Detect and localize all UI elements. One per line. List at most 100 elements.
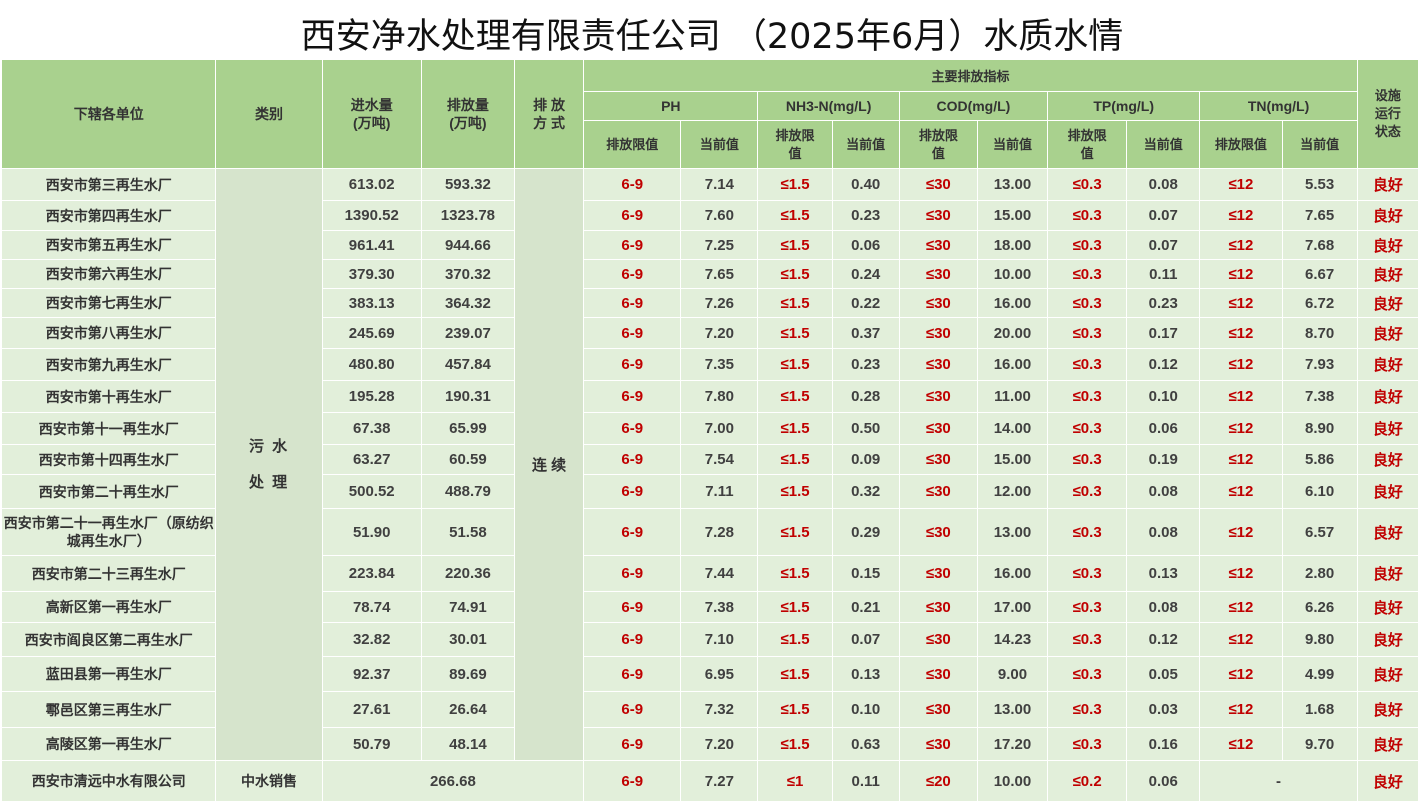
tp_l-limit: ≤0.3 [1047,200,1128,231]
tn-value: 6.26 [1281,591,1358,623]
tp-value: 0.11 [1126,259,1201,289]
nh-value: 0.24 [831,259,900,289]
nh_l-limit: ≤1.5 [757,444,833,475]
cod-value: 17.00 [976,591,1049,623]
unit-name: 高陵区第一再生水厂 [0,727,217,761]
table-row: 蓝田县第一再生水厂 92.37 89.69 6-9 6.95 ≤1.5 0.13 ≤30 9.0… [0,656,1420,692]
cod_l-limit: ≤30 [898,555,978,592]
tp-value: 0.08 [1126,591,1201,623]
ph-value: 7.14 [680,168,759,201]
unit-name: 西安市第十再生水厂 [0,380,217,413]
page-title: 西安净水处理有限责任公司 （2025年6月）水质水情 [300,17,1124,57]
discharge-value: 51.58 [420,508,516,556]
ph_l-limit: 6-9 [583,200,682,231]
nh-value: 0.23 [831,348,900,381]
cod-value: 14.23 [976,622,1049,657]
ph-value: 7.65 [680,259,759,289]
discharge-value: 26.64 [420,691,516,728]
nh_l-limit: ≤1.5 [757,622,833,657]
header-sub-0-0: 排放限值 [583,120,682,169]
cod_l-limit: ≤30 [898,288,978,318]
nh-value: 0.21 [831,591,900,623]
discharge-value: 488.79 [420,474,516,509]
cod-value: 20.00 [976,317,1049,349]
header-sub-text: 排放限值 [775,127,815,161]
tp_l-limit: ≤0.3 [1047,412,1128,445]
cod_l-limit: ≤30 [898,380,978,413]
inflow-value: 78.74 [321,591,422,623]
nh_l-limit: ≤1 [757,760,833,802]
tp-value: 0.10 [1126,380,1201,413]
category-cell: 污 水处 理 [215,168,323,761]
cod-value: 14.00 [976,412,1049,445]
cod-value: 11.00 [976,380,1049,413]
header-sub-1-0: 排放限值 [757,120,833,169]
inflow-value: 63.27 [321,444,422,475]
tp_l-limit: ≤0.3 [1047,691,1128,728]
method-cell: 连 续 [513,168,585,761]
ph-value: 7.27 [680,760,759,802]
water-quality-table: 下辖各单位 类别 进水量 (万吨) 排放量 (万吨) 排 放方 式 主要排放指标 设… [0,59,1420,802]
inflow-value: 383.13 [321,288,422,318]
unit-name: 西安市第十四再生水厂 [0,444,217,475]
tn_l-limit: ≤12 [1199,200,1283,231]
table-row: 西安市第十一再生水厂 67.38 65.99 6-9 7.00 ≤1.5 0.50 ≤30 14… [0,412,1420,445]
status-badge: 良好 [1356,622,1420,657]
cod_l-limit: ≤30 [898,348,978,381]
discharge-value: 593.32 [420,168,516,201]
nh_l-limit: ≤1.5 [757,474,833,509]
status-badge: 良好 [1356,348,1420,381]
status-badge: 良好 [1356,380,1420,413]
tn_l-limit: ≤12 [1199,591,1283,623]
table-row: 西安市第六再生水厂 379.30 370.32 6-9 7.65 ≤1.5 0.24 ≤30 1… [0,259,1420,289]
cod_l-limit: ≤30 [898,656,978,692]
tn-value: 4.99 [1281,656,1358,692]
unit-name: 西安市第十一再生水厂 [0,412,217,445]
header-method: 排 放方 式 [513,59,585,169]
inflow-value: 32.82 [321,622,422,657]
inflow-value: 195.28 [321,380,422,413]
ph-value: 7.10 [680,622,759,657]
tp_l-limit: ≤0.3 [1047,474,1128,509]
tp-value: 0.23 [1126,288,1201,318]
tn_l-limit: ≤12 [1199,656,1283,692]
tp_l-limit: ≤0.3 [1047,380,1128,413]
nh_l-limit: ≤1.5 [757,380,833,413]
discharge-value: 65.99 [420,412,516,445]
tn_l-limit: ≤12 [1199,230,1283,260]
nh_l-limit: ≤1.5 [757,230,833,260]
discharge-value: 48.14 [420,727,516,761]
ph_l-limit: 6-9 [583,656,682,692]
inflow-value: 51.90 [321,508,422,556]
discharge-value: 60.59 [420,444,516,475]
nh_l-limit: ≤1.5 [757,288,833,318]
tn_l-limit: ≤12 [1199,555,1283,592]
tn-value: 6.57 [1281,508,1358,556]
tp-value: 0.12 [1126,348,1201,381]
cod_l-limit: ≤30 [898,508,978,556]
header-method-text: 排 放方 式 [533,97,566,131]
header-sub-text: 排放限值 [1214,136,1267,152]
header-category: 类别 [215,59,323,169]
category-cell: 中水销售 [215,760,323,802]
tp_l-limit: ≤0.2 [1047,760,1128,802]
header-sub-2-1: 当前值 [976,120,1049,169]
tp_l-limit: ≤0.3 [1047,727,1128,761]
status-badge: 良好 [1356,412,1420,445]
nh_l-limit: ≤1.5 [757,259,833,289]
tn_l-limit: ≤12 [1199,691,1283,728]
cod_l-limit: ≤30 [898,691,978,728]
tp-value: 0.08 [1126,168,1201,201]
tp_l-limit: ≤0.3 [1047,591,1128,623]
nh-value: 0.50 [831,412,900,445]
tn-value: 5.53 [1281,168,1358,201]
tp_l-limit: ≤0.3 [1047,230,1128,260]
tp-value: 0.13 [1126,555,1201,592]
header-group-4: TN(mg/L) [1199,91,1358,121]
unit-name: 西安市第六再生水厂 [0,259,217,289]
header-sub-text: 排放限值 [918,127,958,161]
cod-value: 18.00 [976,230,1049,260]
nh-value: 0.22 [831,288,900,318]
status-badge: 良好 [1356,317,1420,349]
header-inflow-text: 进水量 (万吨) [350,97,393,131]
